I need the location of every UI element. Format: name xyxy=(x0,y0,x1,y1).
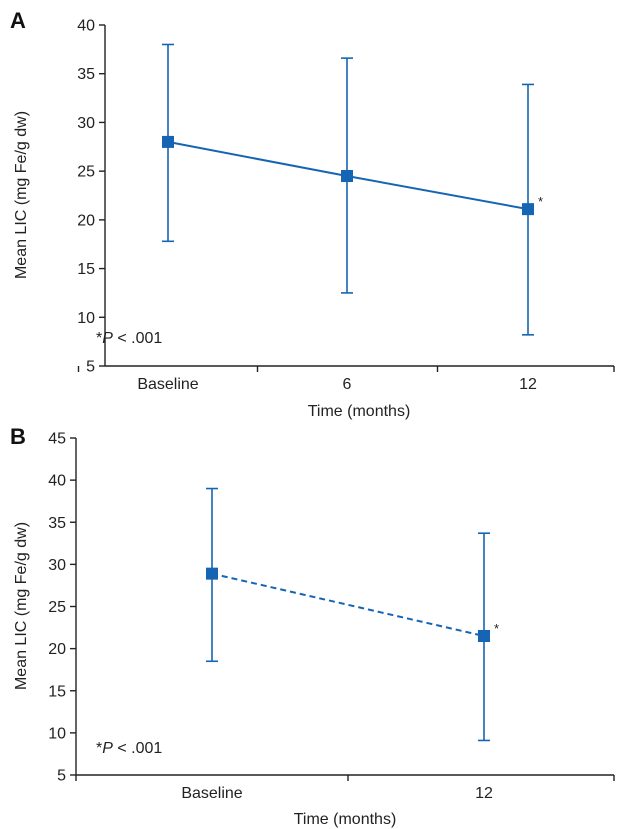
significance-marker: * xyxy=(538,194,543,209)
y-tick-label: 35 xyxy=(77,66,95,83)
y-axis-title: Mean LIC (mg Fe/g dw) xyxy=(13,111,30,279)
chart-panel-b: B 5 10 15 20 25 30 35 40 45 Baseline 12 Time (months… xyxy=(10,424,615,828)
y-tick-label: 10 xyxy=(77,310,95,327)
y-tick-label: 5 xyxy=(57,768,66,785)
x-tick-label: Baseline xyxy=(181,785,242,802)
x-tick-label: Baseline xyxy=(137,376,198,393)
significance-note: *P < .001 xyxy=(96,740,162,757)
y-axis-title: Mean LIC (mg Fe/g dw) xyxy=(13,522,30,690)
y-tick-label: 40 xyxy=(48,473,66,490)
data-point-marker xyxy=(341,170,353,183)
y-tick-label: 20 xyxy=(48,641,66,658)
y-tick-label: 30 xyxy=(77,115,95,132)
x-axis-title: Time (months) xyxy=(294,811,397,828)
y-tick-label: 10 xyxy=(48,725,66,742)
x-axis-title: Time (months) xyxy=(308,403,411,420)
y-tick-label: 15 xyxy=(77,261,95,278)
significance-note: *P < .001 xyxy=(96,330,162,347)
x-tick-label: 6 xyxy=(343,376,352,393)
data-point-marker xyxy=(478,629,490,642)
data-point-marker xyxy=(522,203,534,216)
x-tick-label: 12 xyxy=(475,785,493,802)
y-tick-label: 30 xyxy=(48,557,66,574)
series-line xyxy=(211,572,485,637)
data-point-marker xyxy=(206,567,218,580)
significance-marker: * xyxy=(494,621,499,636)
panel-label: A xyxy=(10,8,26,33)
y-tick-label: 45 xyxy=(48,431,66,448)
y-tick-label: 25 xyxy=(77,164,95,181)
y-tick-label: 5 xyxy=(86,359,95,376)
data-point-marker xyxy=(162,135,174,148)
y-tick-label: 40 xyxy=(77,18,95,35)
y-tick-label: 15 xyxy=(48,683,66,700)
y-tick-label: 20 xyxy=(77,212,95,229)
y-tick-label: 35 xyxy=(48,515,66,532)
panel-label: B xyxy=(10,424,26,449)
y-tick-label: 25 xyxy=(48,599,66,616)
x-tick-label: 12 xyxy=(519,376,537,393)
chart-panel-a: A 5 10 15 20 25 30 35 40 Baseline 6 12 Time (months)… xyxy=(10,8,615,420)
